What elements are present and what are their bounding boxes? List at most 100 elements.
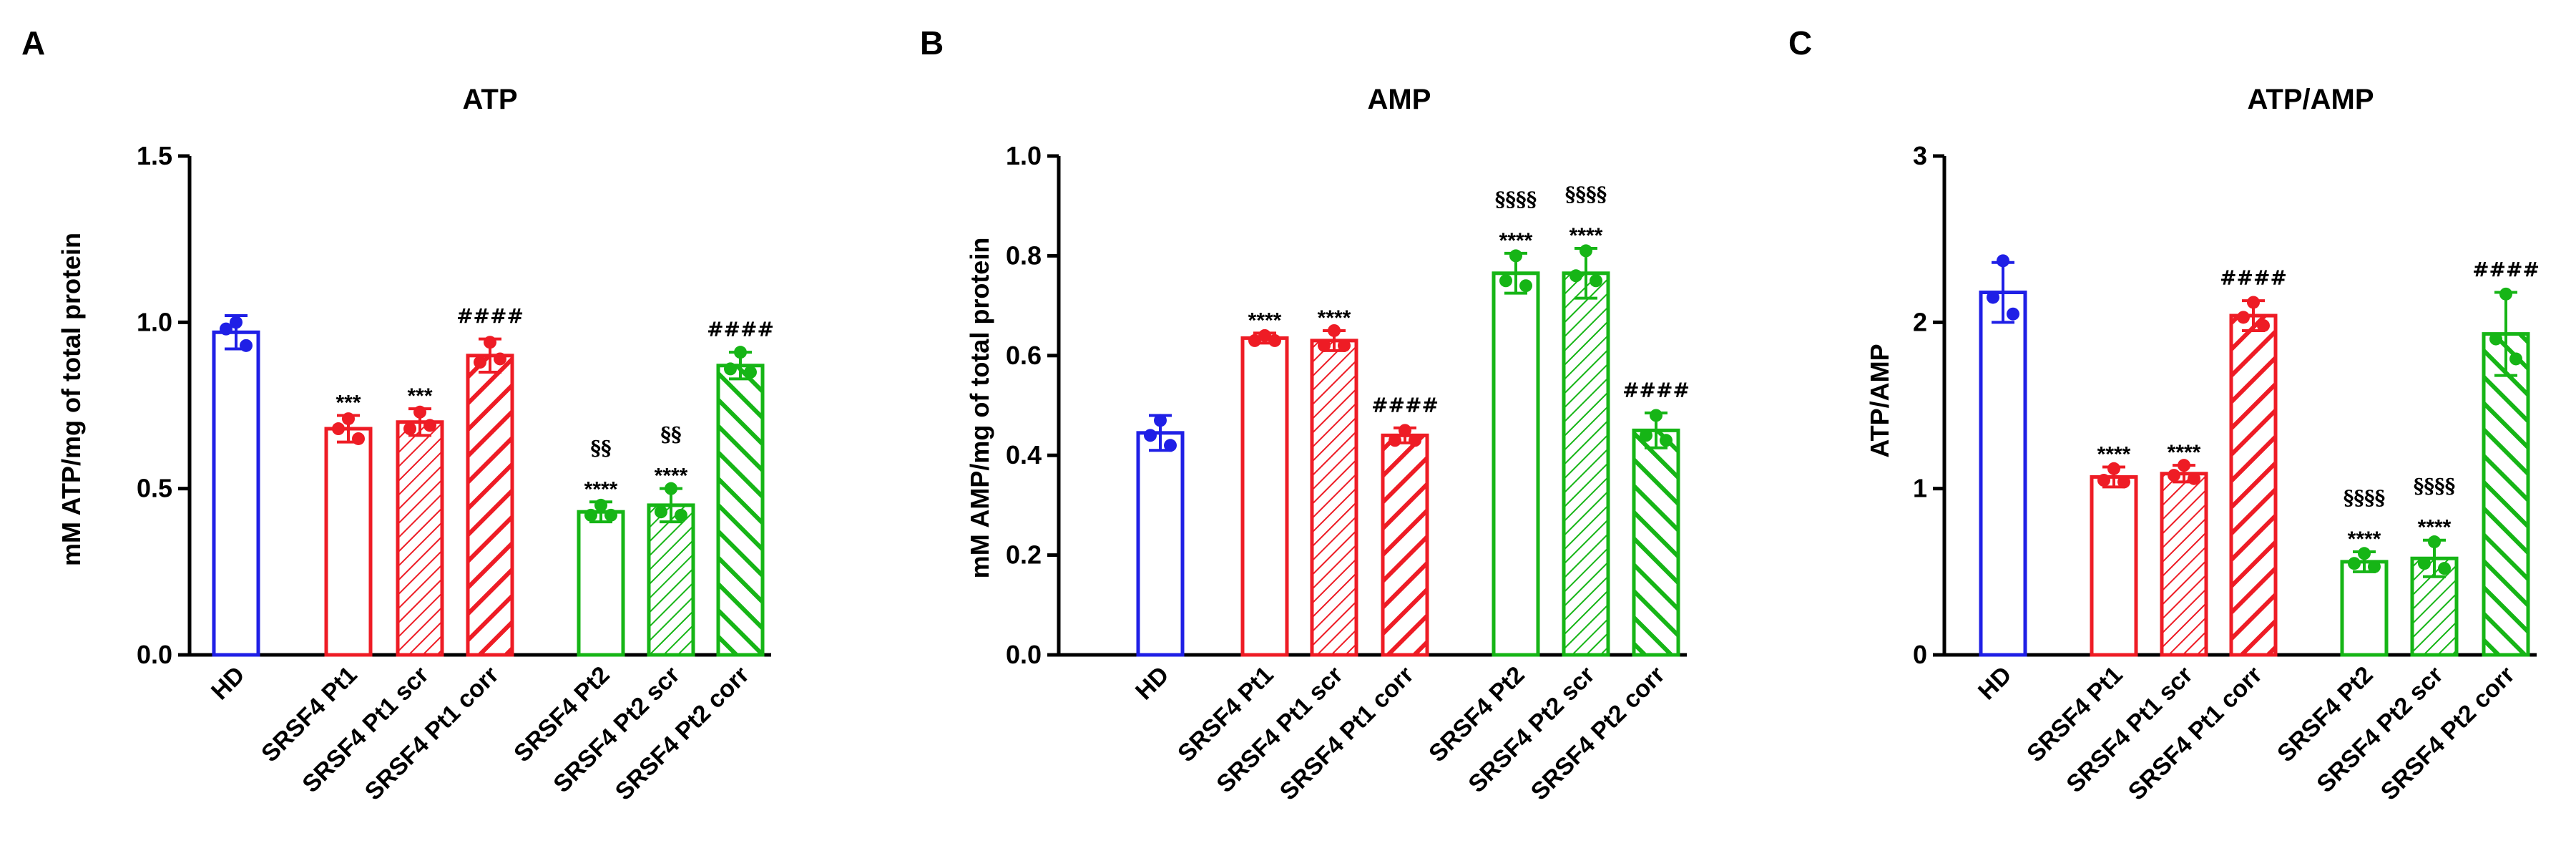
significance-label: ****	[1318, 306, 1351, 330]
significance-label: §§§§	[1565, 183, 1607, 206]
x-tick-label: HD	[1973, 661, 2017, 706]
data-point	[2499, 287, 2512, 301]
y-axis-label: ATP/AMP	[1865, 344, 1894, 457]
data-point	[2107, 462, 2120, 475]
data-point	[1328, 323, 1341, 337]
bar-group-srsf4-pt1-scr: ****	[1310, 306, 1358, 657]
significance-label: §§	[590, 436, 611, 459]
data-point	[1399, 424, 1411, 437]
bar-group-srsf4-pt2-corr: ####	[2472, 258, 2540, 657]
data-point	[1144, 429, 1157, 442]
data-point	[2368, 560, 2381, 573]
data-point	[2257, 318, 2270, 332]
data-point	[1268, 334, 1281, 347]
data-point	[675, 508, 687, 522]
bar-group-srsf4-pt1: ****	[1240, 308, 1289, 657]
data-point	[744, 366, 757, 379]
bar-group-hd	[212, 314, 260, 657]
y-tick-label: 0.8	[1006, 240, 1042, 270]
bar-group-srsf4-pt2-scr: **** §§	[647, 423, 695, 657]
y-tick-label: 0.4	[1006, 440, 1042, 470]
bar	[1310, 339, 1358, 657]
bar-group-srsf4-pt2: **** §§	[577, 436, 625, 657]
data-point	[1409, 434, 1421, 447]
bar-group-hd	[1136, 414, 1185, 657]
data-point	[665, 482, 677, 495]
data-point	[2418, 557, 2431, 570]
x-tick-label: SRSF4 Pt2 scr	[548, 661, 685, 798]
data-point	[342, 412, 355, 426]
significance-label: ****	[2168, 441, 2201, 464]
significance-label: ****	[584, 477, 618, 501]
data-point	[1569, 269, 1582, 283]
x-tick-label: SRSF4 Pt2 scr	[1463, 661, 1600, 798]
significance-label: ####	[707, 318, 774, 341]
data-point	[240, 339, 253, 352]
significance-label: ####	[1371, 394, 1439, 417]
data-point	[220, 322, 232, 336]
data-point	[484, 336, 496, 349]
bar-group-srsf4-pt1-corr: ####	[456, 305, 524, 657]
y-tick-label: 0.0	[137, 640, 172, 669]
significance-label: ****	[1499, 229, 1533, 253]
bar-group-hd	[1979, 254, 2027, 657]
data-point	[2438, 562, 2451, 575]
bar-group-srsf4-pt2-scr: **** §§§§	[1562, 183, 1610, 657]
y-tick-label: 0.6	[1006, 341, 1042, 370]
panel-letter: C	[1788, 24, 1812, 62]
bar	[324, 427, 373, 657]
data-point	[1338, 339, 1351, 352]
data-point	[2247, 296, 2260, 309]
bar-group-srsf4-pt2-corr: ####	[707, 318, 774, 657]
bar-group-srsf4-pt1: ***	[324, 391, 373, 657]
data-point	[1997, 254, 2009, 268]
bar	[2482, 332, 2530, 657]
y-axis-label: mM ATP/mg of total protein	[57, 233, 86, 566]
significance-label: ####	[456, 305, 524, 329]
bar-group-srsf4-pt1-scr: ***	[396, 384, 444, 657]
data-point	[332, 422, 345, 436]
data-point	[1519, 279, 1532, 293]
x-tick-label: SRSF4 Pt2 corr	[2376, 661, 2520, 806]
x-tick-label: SRSF4 Pt1 scr	[1211, 661, 1348, 798]
bar	[212, 330, 260, 657]
y-tick-label: 1	[1913, 474, 1927, 503]
data-point	[1164, 439, 1177, 452]
data-point	[2509, 352, 2522, 366]
data-point	[352, 432, 365, 445]
bar	[647, 503, 695, 657]
data-point	[494, 352, 506, 366]
chart-title: ATP/AMP	[2247, 84, 2374, 115]
chart-title: AMP	[1368, 84, 1431, 115]
bar	[1136, 431, 1185, 657]
data-point	[1987, 291, 1999, 304]
y-tick-label: 0.0	[1006, 640, 1042, 669]
x-tick-label: HD	[206, 661, 250, 706]
bar-group-srsf4-pt1-corr: ####	[2220, 266, 2287, 657]
y-tick-label: 0.5	[137, 474, 172, 503]
significance-label: ****	[2348, 527, 2381, 551]
data-point	[2168, 469, 2180, 482]
y-tick-label: 1.0	[1006, 141, 1042, 170]
bar-group-srsf4-pt2-corr: ####	[1622, 379, 1690, 657]
data-point	[655, 505, 667, 519]
data-point	[1499, 274, 1512, 288]
bar	[1562, 271, 1610, 657]
bar-group-srsf4-pt1: ****	[2090, 442, 2138, 657]
bar	[2160, 472, 2208, 657]
bar	[577, 510, 625, 657]
data-point	[2178, 459, 2190, 472]
bar	[2229, 313, 2278, 657]
y-tick-label: 2	[1913, 307, 1927, 336]
data-point	[423, 419, 436, 432]
data-point	[1154, 414, 1167, 427]
panel-letter: A	[21, 24, 45, 62]
data-point	[1660, 434, 1673, 447]
bar	[2090, 475, 2138, 657]
y-tick-label: 1.5	[137, 141, 172, 170]
data-point	[2188, 472, 2200, 485]
bar	[396, 420, 444, 657]
bar	[1240, 336, 1289, 657]
